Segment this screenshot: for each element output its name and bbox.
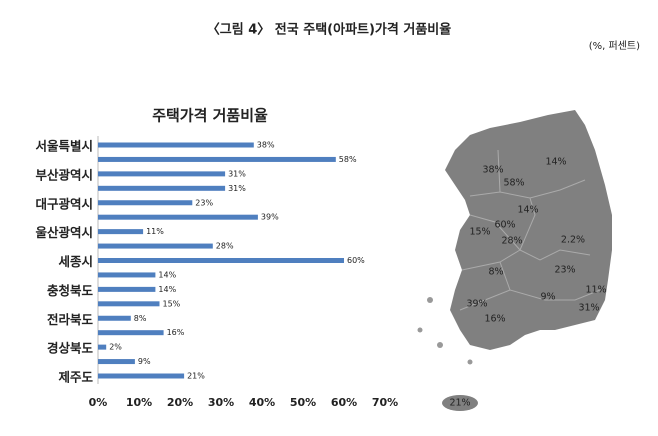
map-label: 58% <box>503 178 524 189</box>
data-label: 11% <box>146 227 164 236</box>
data-label: 9% <box>138 357 151 366</box>
map-label: 15% <box>469 227 490 238</box>
x-tick-label: 40% <box>249 396 275 409</box>
map-island <box>427 297 433 303</box>
bar <box>98 359 135 365</box>
chart-title: 주택가격 거품비율 <box>152 107 268 125</box>
data-label: 31% <box>228 169 246 178</box>
bar <box>98 171 226 177</box>
data-label: 31% <box>228 184 246 193</box>
data-label: 2% <box>109 343 122 352</box>
y-tick-label: 부산광역시 <box>35 167 93 182</box>
x-tick-label: 70% <box>372 396 398 409</box>
data-label: 38% <box>257 141 275 150</box>
bar <box>98 330 164 336</box>
map-label: 2.2% <box>561 235 585 246</box>
bar <box>98 301 160 307</box>
map-label: 60% <box>494 220 515 231</box>
y-tick-label: 제주도 <box>58 370 93 385</box>
x-tick-label: 30% <box>208 396 234 409</box>
bar <box>98 156 336 162</box>
bar <box>98 373 185 379</box>
map-label: 23% <box>554 265 575 276</box>
data-label: 60% <box>347 256 365 265</box>
x-tick-label: 20% <box>167 396 193 409</box>
map-label: 14% <box>545 157 566 168</box>
bar <box>98 243 213 249</box>
bar <box>98 272 156 278</box>
data-label: 39% <box>261 213 279 222</box>
x-tick-label: 60% <box>331 396 357 409</box>
y-tick-label: 세종시 <box>58 254 93 269</box>
map-island <box>467 359 473 365</box>
map-borders <box>459 149 601 311</box>
map <box>417 110 612 411</box>
x-tick-label: 50% <box>290 396 316 409</box>
data-label: 23% <box>195 198 213 207</box>
map-island <box>437 342 443 348</box>
map-label: 16% <box>484 314 505 325</box>
map-label: 28% <box>501 236 522 247</box>
x-tick-label: 10% <box>126 396 152 409</box>
map-label: 9% <box>540 292 555 303</box>
bar <box>98 315 131 321</box>
data-label: 14% <box>158 270 176 279</box>
bar <box>98 344 107 350</box>
bar <box>98 229 144 235</box>
bar <box>98 200 193 206</box>
bar <box>98 214 258 220</box>
map-island <box>417 327 423 333</box>
map-label: 21% <box>449 398 470 409</box>
data-label: 28% <box>216 242 234 251</box>
map-label: 11% <box>585 285 606 296</box>
bar <box>98 286 156 292</box>
map-label: 8% <box>488 267 503 278</box>
map-label: 14% <box>517 205 538 216</box>
y-tick-label: 전라북도 <box>47 312 94 327</box>
data-label: 8% <box>134 314 147 323</box>
y-tick-label: 충청북도 <box>47 283 94 298</box>
unit-note: (%, 퍼센트) <box>589 40 640 52</box>
map-label: 31% <box>578 303 599 314</box>
y-tick-label: 울산광역시 <box>35 225 93 240</box>
y-tick-label: 서울특별시 <box>35 139 93 154</box>
map-jeju <box>442 395 478 411</box>
data-label: 21% <box>187 372 205 381</box>
y-tick-label: 대구광역시 <box>35 196 93 211</box>
bar <box>98 142 254 148</box>
bar <box>98 185 226 191</box>
map-label: 38% <box>482 165 503 176</box>
data-label: 15% <box>163 299 181 308</box>
figure-title: 〈그림 4〉 전국 주택(아파트)가격 거품비율 <box>207 22 451 38</box>
map-label: 39% <box>466 299 487 310</box>
data-label: 16% <box>167 328 185 337</box>
y-tick-label: 경상북도 <box>47 341 94 356</box>
data-label: 14% <box>158 285 176 294</box>
bar <box>98 258 344 263</box>
data-label: 58% <box>339 155 357 164</box>
x-tick-label: 0% <box>89 396 108 409</box>
